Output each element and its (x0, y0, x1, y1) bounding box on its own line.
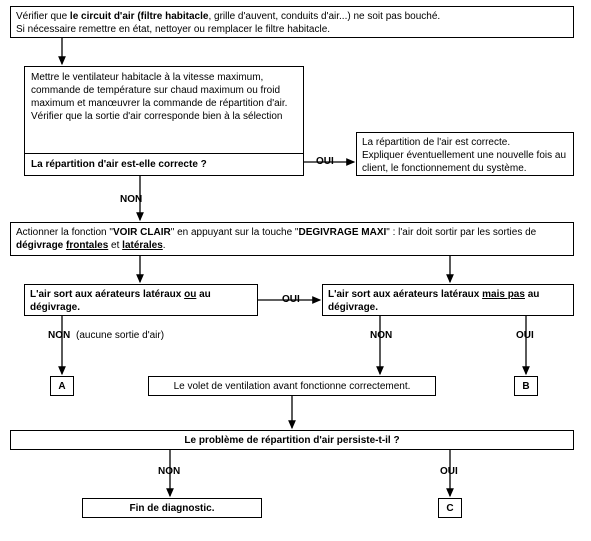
n7-text: Le volet de ventilation avant fonctionne… (174, 381, 411, 392)
n4-b: VOIR CLAIR (113, 227, 171, 238)
result-c: C (438, 498, 462, 518)
resA-text: A (58, 381, 65, 392)
node-end-diagnostic: Fin de diagnostic. (82, 498, 262, 518)
result-b: B (514, 376, 538, 396)
node-air-lateral-or-defrost: L'air sort aux aérateurs latéraux ou au … (24, 284, 258, 316)
lbl-non-3: NON (370, 330, 392, 342)
n2-body: Mettre le ventilateur habitacle à la vit… (25, 67, 303, 127)
n6-a: L'air sort aux aérateurs latéraux (328, 289, 482, 300)
node-air-lateral-not-defrost: L'air sort aux aérateurs latéraux mais p… (322, 284, 574, 316)
n4-h: et (108, 240, 122, 251)
n1-t4: Si nécessaire remettre en état, nettoyer… (16, 24, 330, 35)
node-front-vent-ok: Le volet de ventilation avant fonctionne… (148, 376, 436, 396)
n4-i: latérales (122, 240, 163, 251)
lbl-non-4: NON (158, 466, 180, 478)
n5-b: ou (184, 289, 196, 300)
n8-text: Le problème de répartition d'air persist… (184, 435, 399, 446)
n4-f: dégivrage (16, 240, 66, 251)
lbl-oui-2: OUI (282, 294, 300, 306)
n9-text: Fin de diagnostic. (129, 503, 214, 514)
n5-a: L'air sort aux aérateurs latéraux (30, 289, 184, 300)
n4-e: " : l'air doit sortir par les sorties de (386, 227, 536, 238)
node-check-air-circuit: Vérifier que le circuit d'air (filtre ha… (10, 6, 574, 38)
n4-g: frontales (66, 240, 108, 251)
lbl-non-2: NON (48, 330, 70, 342)
node-explain-client: La répartition de l'air est correcte. Ex… (356, 132, 574, 176)
resB-text: B (522, 381, 529, 392)
lbl-non-1: NON (120, 194, 142, 206)
node-problem-persists: Le problème de répartition d'air persist… (10, 430, 574, 450)
n4-d: DEGIVRAGE MAXI (298, 227, 386, 238)
n4-c: " en appuyant sur la touche " (171, 227, 299, 238)
lbl-non-2-extra: (aucune sortie d'air) (76, 330, 164, 342)
n2-question: La répartition d'air est-elle correcte ? (31, 159, 207, 170)
resC-text: C (446, 503, 453, 514)
n1-t2: le circuit d'air (filtre habitacle (70, 11, 209, 22)
node-voir-clair: Actionner la fonction "VOIR CLAIR" en ap… (10, 222, 574, 256)
n1-t3: , grille d'auvent, conduits d'air...) ne… (208, 11, 440, 22)
n6-b: mais pas (482, 289, 525, 300)
n4-a: Actionner la fonction " (16, 227, 113, 238)
n1-t1: Vérifier que (16, 11, 70, 22)
result-a: A (50, 376, 74, 396)
node-fan-max: Mettre le ventilateur habitacle à la vit… (24, 66, 304, 176)
n3-text: La répartition de l'air est correcte. Ex… (362, 137, 566, 174)
lbl-oui-1: OUI (316, 156, 334, 168)
flowchart-canvas: Vérifier que le circuit d'air (filtre ha… (0, 0, 591, 541)
lbl-oui-4: OUI (440, 466, 458, 478)
lbl-oui-3: OUI (516, 330, 534, 342)
